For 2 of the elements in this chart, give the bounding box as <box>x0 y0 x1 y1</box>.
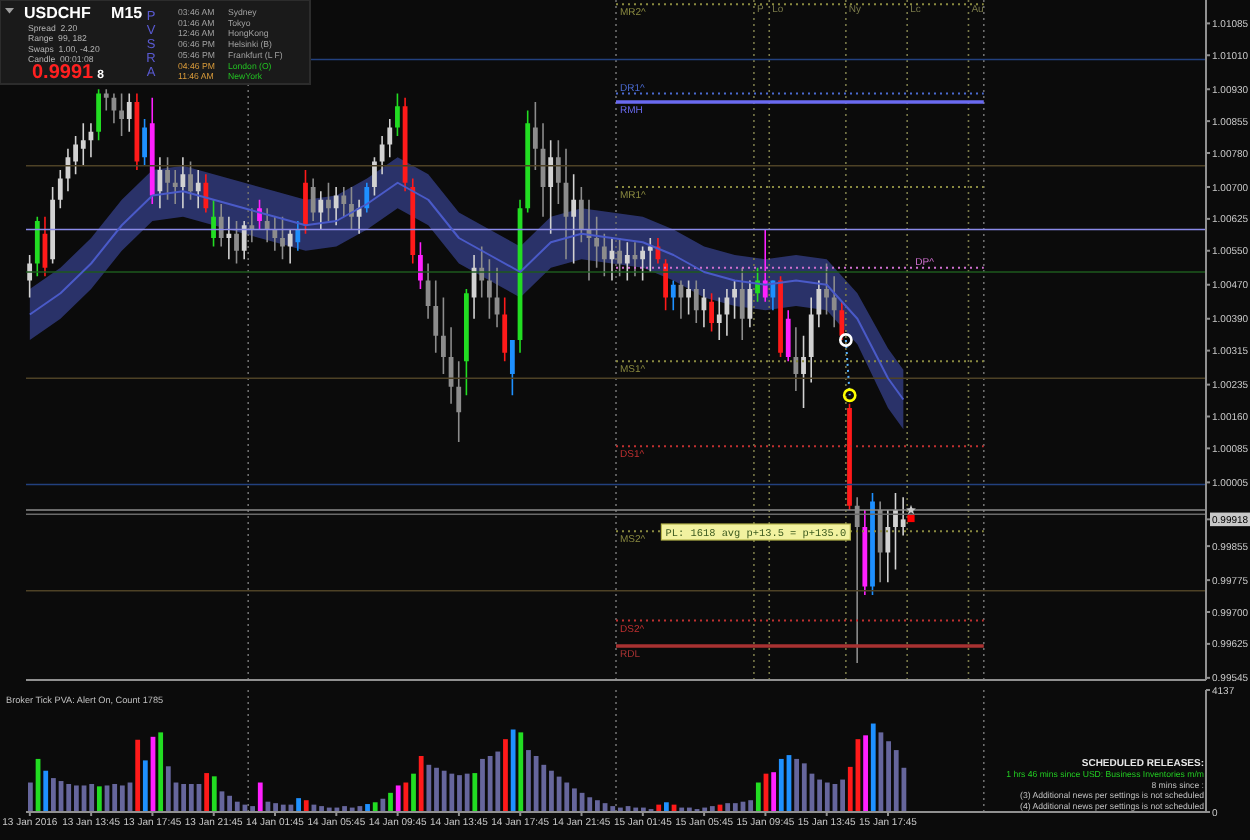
annotation: 0.9991 <box>32 62 95 84</box>
chart-title: USDCHF M15 <box>24 4 144 22</box>
